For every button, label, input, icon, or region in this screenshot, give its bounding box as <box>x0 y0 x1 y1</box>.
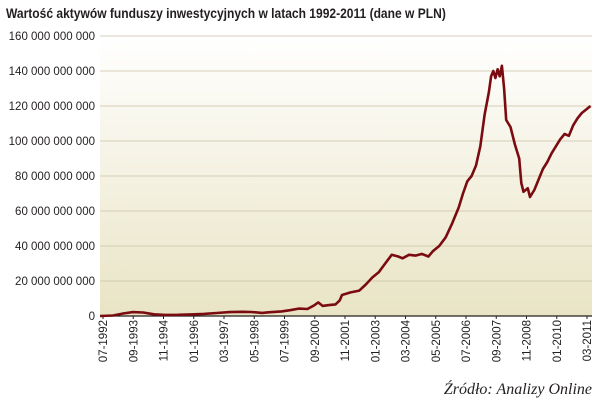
x-tick-label: 03-2004 <box>401 319 413 362</box>
x-tick-label: 09-2000 <box>310 320 322 362</box>
x-tick-label: 09-1993 <box>128 320 140 362</box>
y-tick-label: 80 000 000 000 <box>15 171 95 183</box>
x-tick-label: 05-2005 <box>431 320 443 362</box>
x-axis: 07-1992 09-1993 11-1994 01-1996 03-1997 05-19… <box>98 316 594 362</box>
x-tick-label: 01-1996 <box>189 320 201 362</box>
series-layer <box>99 64 592 318</box>
series-line <box>99 64 592 318</box>
y-tick-label: 40 000 000 000 <box>15 241 95 253</box>
x-tick-label: 01-2003 <box>370 320 382 362</box>
x-tick-label: 03-2011 <box>582 320 594 361</box>
x-tick-label: 07-2006 <box>461 320 473 362</box>
x-tick-label: 05-1998 <box>249 320 261 362</box>
y-tick-label: 140 000 000 000 <box>9 66 95 78</box>
x-tick-label: 09-2007 <box>491 320 503 362</box>
y-tick-label: 20 000 000 000 <box>15 276 95 288</box>
x-tick-label: 11-2008 <box>522 320 534 361</box>
x-tick-label: 01-2010 <box>552 320 564 362</box>
y-tick-label: 0 <box>89 311 95 323</box>
chart-title: Wartość aktywów funduszy inwestycyjnych … <box>6 5 446 21</box>
y-tick-label: 160 000 000 000 <box>9 31 95 43</box>
x-tick-label: 07-1992 <box>98 320 110 362</box>
x-tick-label: 03-1997 <box>219 320 231 362</box>
y-tick-label: 60 000 000 000 <box>15 206 95 218</box>
y-axis: 0 20 000 000 000 40 000 000 000 60 000 000 … <box>9 31 95 323</box>
x-tick-label: 07-1999 <box>280 320 292 362</box>
x-tick-label: 11-1994 <box>159 319 171 361</box>
source-note: Źródło: Analizy Online <box>443 381 592 398</box>
x-tick-label: 11-2001 <box>340 320 352 361</box>
grid-lines <box>100 35 592 317</box>
y-tick-label: 120 000 000 000 <box>9 101 95 113</box>
y-tick-label: 100 000 000 000 <box>9 136 95 148</box>
